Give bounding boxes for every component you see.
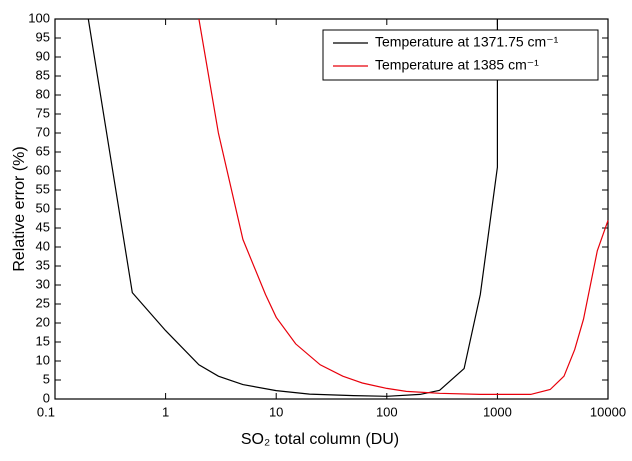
legend-box xyxy=(322,29,599,81)
y-tick-label: 65 xyxy=(36,143,50,158)
y-tick-label: 15 xyxy=(36,333,50,348)
y-tick-label: 5 xyxy=(43,371,50,386)
y-tick-label: 95 xyxy=(36,29,50,44)
series-line xyxy=(198,18,609,395)
y-axis-label: Relative error (%) xyxy=(11,146,28,271)
series-line xyxy=(87,18,498,397)
x-tick-label: 1 xyxy=(162,404,169,419)
y-tick-label: 55 xyxy=(36,181,50,196)
y-tick-label: 70 xyxy=(36,124,50,139)
y-tick-label: 90 xyxy=(36,48,50,63)
y-tick-label: 40 xyxy=(36,238,50,253)
y-tick-label: 25 xyxy=(36,295,50,310)
legend-label: Temperature at 1371.75 cm⁻¹ xyxy=(375,34,559,50)
x-tick-label: 100 xyxy=(376,404,398,419)
x-tick-label: 10 xyxy=(269,404,283,419)
y-tick-label: 0 xyxy=(43,390,50,405)
y-tick-label: 45 xyxy=(36,219,50,234)
y-tick-label: 10 xyxy=(36,352,50,367)
y-tick-label: 60 xyxy=(36,162,50,177)
y-tick-label: 30 xyxy=(36,276,50,291)
x-tick-label: 0.1 xyxy=(37,404,55,419)
legend-label: Temperature at 1385 cm⁻¹ xyxy=(375,57,539,73)
y-tick-label: 100 xyxy=(28,10,50,25)
y-tick-label: 35 xyxy=(36,257,50,272)
x-tick-label: 10000 xyxy=(590,404,626,419)
y-tick-label: 80 xyxy=(36,86,50,101)
y-tick-label: 75 xyxy=(36,105,50,120)
y-tick-label: 50 xyxy=(36,200,50,215)
y-tick-label: 85 xyxy=(36,67,50,82)
plot-frame xyxy=(54,18,609,400)
y-tick-label: 20 xyxy=(36,314,50,329)
x-tick-label: 1000 xyxy=(483,404,512,419)
x-axis-label: SO₂ total column (DU) xyxy=(241,431,399,448)
